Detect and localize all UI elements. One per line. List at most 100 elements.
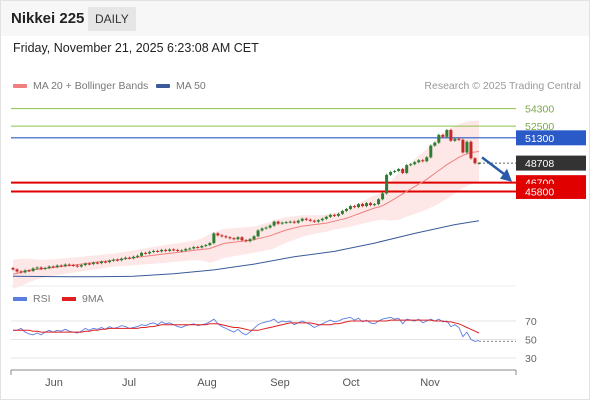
candle-body: [385, 174, 389, 194]
x-tick-label: Oct: [342, 377, 359, 389]
candle-body: [373, 204, 377, 206]
candle-body: [280, 222, 284, 224]
candle-body: [148, 251, 152, 254]
candle-body: [176, 249, 180, 251]
timeframe-badge[interactable]: DAILY: [88, 7, 136, 31]
candle-body: [39, 267, 43, 269]
candle-body: [59, 265, 63, 267]
candle-body: [128, 257, 131, 259]
candle-body: [204, 245, 208, 247]
candle-body: [316, 220, 320, 222]
candle-body: [220, 235, 224, 237]
candle-body: [248, 239, 252, 242]
candle-body: [344, 209, 348, 211]
level-label-48708: 48708: [525, 158, 554, 170]
level-box-51300: [516, 130, 586, 146]
rsi-line: [13, 316, 480, 342]
candle-body: [477, 163, 481, 165]
candle-body: [103, 261, 107, 263]
candle-body: [332, 214, 336, 216]
candle-body: [43, 267, 47, 269]
candle-body: [352, 206, 356, 208]
candle-body: [111, 259, 115, 261]
candle-body: [429, 145, 433, 158]
candle-body: [168, 249, 172, 251]
candle-body: [11, 267, 15, 270]
x-tick-label: Sep: [270, 377, 290, 389]
candle-body: [288, 221, 292, 223]
candle-body: [107, 260, 111, 263]
x-tick-label: Aug: [197, 377, 217, 389]
candle-body: [236, 237, 240, 240]
candle-body: [63, 264, 67, 267]
candle-body: [27, 270, 31, 272]
instrument-title: Nikkei 225: [11, 10, 85, 27]
legend-ma50: MA 50: [156, 80, 206, 92]
candle-body: [240, 237, 244, 241]
ma50-line: [12, 220, 480, 278]
candle-body: [23, 270, 27, 273]
level-label-45800: 45800: [525, 186, 554, 198]
candle-body: [252, 236, 256, 240]
candle-body: [393, 170, 397, 172]
candle-body: [328, 214, 332, 217]
candle-body: [144, 252, 148, 254]
candle-body: [256, 230, 260, 237]
candle-body: [356, 204, 360, 208]
candle-body: [409, 164, 413, 166]
candle-body: [87, 263, 91, 265]
legend-rsi-ma-label: 9MA: [82, 293, 104, 305]
legend-rsi: RSI: [13, 293, 51, 305]
timestamp: Friday, November 21, 2025 6:23:08 AM CET: [13, 41, 259, 55]
candle-body: [300, 218, 304, 221]
candle-body: [276, 221, 280, 224]
candle-body: [188, 248, 192, 250]
candle-body: [119, 258, 123, 261]
legend-ma20-label: MA 20 + Bollinger Bands: [33, 80, 149, 92]
rsi-swatch: [13, 297, 27, 301]
candle-body: [389, 171, 393, 175]
candle-body: [296, 220, 300, 223]
candle-body: [83, 263, 87, 266]
candle-body: [79, 265, 83, 267]
candle-body: [397, 169, 401, 171]
level-box-48708: [516, 155, 586, 171]
candle-body: [348, 206, 352, 209]
candle-body: [417, 160, 421, 163]
candle-body: [292, 221, 296, 223]
rsi-ma-line: [13, 319, 480, 334]
candle-body: [19, 271, 23, 273]
candle-body: [433, 142, 437, 146]
candle-body: [312, 220, 316, 222]
legend-rsi-ma: 9MA: [62, 293, 104, 305]
forecast-arrowhead: [500, 168, 512, 182]
candle-body: [184, 248, 188, 251]
candle-body: [320, 218, 324, 221]
candle-body: [437, 134, 441, 143]
candle-body: [95, 262, 99, 264]
candle-body: [244, 240, 248, 242]
target-label: 52500: [525, 121, 554, 133]
candle-body: [413, 162, 417, 165]
candle-body: [136, 255, 140, 257]
x-tick-label: Jul: [122, 377, 136, 389]
candles: [11, 128, 481, 274]
candle-body: [99, 261, 103, 264]
candle-body: [216, 233, 220, 236]
candle-body: [115, 259, 119, 261]
legend-ma20: MA 20 + Bollinger Bands: [13, 80, 148, 92]
candle-body: [123, 257, 127, 259]
candle-body: [200, 246, 204, 248]
candle-body: [272, 221, 276, 226]
bollinger-band: [13, 120, 479, 289]
candle-body: [75, 265, 79, 267]
candle-body: [284, 222, 288, 224]
candle-body: [208, 243, 212, 246]
candle-body: [67, 264, 71, 266]
target-label: 54300: [525, 104, 554, 116]
candle-body: [453, 138, 457, 141]
copyright-notice: Research © 2025 Trading Central: [424, 80, 581, 92]
x-tick-label: Jun: [45, 377, 63, 389]
candle-body: [164, 249, 168, 251]
